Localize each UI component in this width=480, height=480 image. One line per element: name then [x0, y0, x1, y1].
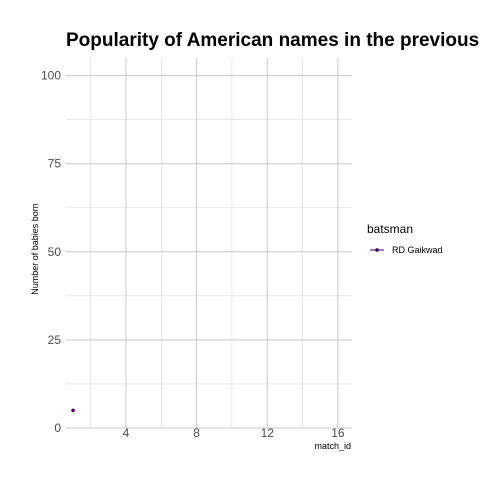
- y-tick-label: 75: [48, 157, 62, 171]
- legend-title: batsman: [367, 222, 413, 236]
- x-tick-labels: 4 8 12 16: [123, 426, 345, 440]
- x-tick-label: 16: [331, 426, 345, 440]
- y-tick-labels: 0 25 50 75 100: [41, 69, 61, 435]
- y-tick-label: 50: [48, 245, 62, 259]
- y-tick-label: 0: [54, 421, 61, 435]
- x-axis-label: match_id: [314, 441, 351, 451]
- x-tick-label: 12: [261, 426, 275, 440]
- y-axis-label: Number of babies born: [30, 203, 40, 295]
- y-tick-label: 100: [41, 69, 61, 83]
- x-tick-label: 8: [193, 426, 200, 440]
- series-layer: [71, 408, 75, 413]
- legend-key-point: [375, 248, 379, 252]
- x-tick-label: 4: [123, 426, 130, 440]
- chart-title: Popularity of American names in the prev…: [66, 30, 480, 51]
- legend-label: RD Gaikwad: [392, 245, 443, 255]
- data-point: [71, 408, 75, 413]
- legend: batsman RD Gaikwad: [367, 222, 443, 255]
- y-tick-label: 25: [48, 333, 62, 347]
- grid: [66, 58, 352, 429]
- legend-items: RD Gaikwad: [370, 245, 443, 255]
